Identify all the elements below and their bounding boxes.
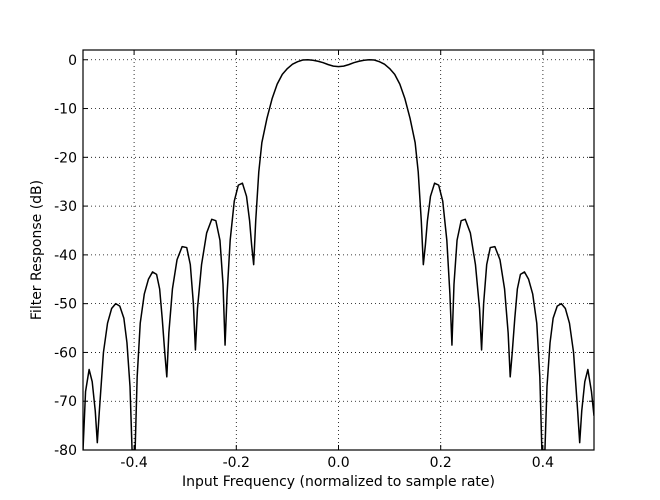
grid-lines — [83, 50, 594, 451]
x-axis-label: Input Frequency (normalized to sample ra… — [182, 474, 495, 490]
plot-area — [83, 59, 594, 450]
x-tick-label: 0.0 — [327, 455, 349, 471]
y-tick-label: 0 — [68, 53, 77, 69]
x-tick-label: -0.4 — [120, 455, 147, 471]
axis-ticks — [83, 50, 594, 451]
y-tick-label: -70 — [54, 394, 77, 410]
x-tick-label: -0.2 — [223, 455, 250, 471]
y-tick-label: -60 — [54, 345, 77, 361]
y-tick-label: -30 — [54, 199, 77, 215]
x-tick-label: 0.4 — [532, 455, 554, 471]
y-tick-labels: 0 -10 -20 -30 -40 -50 -60 -70 -80 — [54, 53, 77, 459]
y-tick-label: -80 — [54, 443, 77, 459]
y-tick-label: -50 — [54, 297, 77, 313]
y-tick-label: -40 — [54, 248, 77, 264]
x-tick-labels: -0.4 -0.2 0.0 0.2 0.4 — [120, 455, 554, 471]
response-curve — [83, 59, 594, 450]
x-tick-label: 0.2 — [430, 455, 452, 471]
y-tick-label: -20 — [54, 150, 77, 166]
y-tick-label: -10 — [54, 102, 77, 118]
y-axis-label: Filter Response (dB) — [29, 180, 45, 320]
